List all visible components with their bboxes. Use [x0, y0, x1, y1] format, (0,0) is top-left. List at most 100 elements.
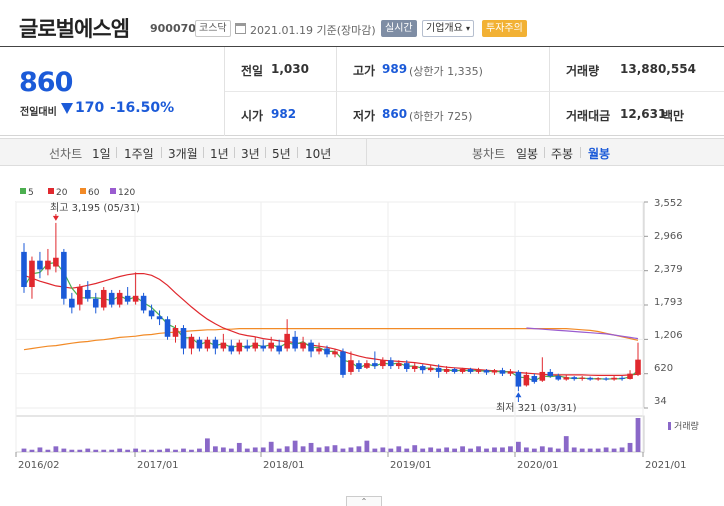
volume-bar: [149, 449, 154, 452]
tab-5y[interactable]: 5년: [272, 147, 291, 161]
ma120-line: [526, 327, 639, 340]
volume-bar: [531, 448, 537, 452]
volume-bar: [579, 448, 585, 452]
candle-body: [595, 378, 601, 380]
candle-body: [627, 373, 633, 379]
volume-bar: [316, 447, 322, 452]
volume-bar: [252, 447, 258, 452]
candle-body: [77, 287, 83, 305]
tab-3m[interactable]: 3개월: [168, 147, 198, 161]
stock-chart[interactable]: 5 20 60 120 최고 3,195 (05/31) 최저 321 (03/…: [0, 166, 724, 506]
candle-body: [324, 348, 330, 355]
volume-bar: [539, 446, 545, 452]
volume-bar: [635, 418, 641, 452]
candle-body: [515, 371, 522, 387]
volume-bar: [452, 448, 457, 452]
volume-bar: [117, 448, 123, 452]
x-tick: 2016/02: [18, 460, 60, 471]
volume-bar: [348, 447, 354, 452]
candle-body: [411, 366, 418, 370]
tab-weekly[interactable]: 주봉: [551, 147, 574, 161]
y-tick: 1,206: [654, 330, 683, 341]
legend-swatch: [80, 188, 86, 194]
volume-swatch: [668, 422, 671, 430]
volume-bar: [37, 447, 43, 452]
tab-1d[interactable]: 1일: [92, 147, 111, 161]
tab-separator: [580, 147, 581, 158]
candle-body: [92, 298, 99, 308]
tab-separator: [203, 147, 204, 158]
candle-body: [220, 342, 227, 349]
company-name: 글로벌에스엠: [19, 17, 130, 41]
tab-daily[interactable]: 일봉: [516, 147, 539, 161]
volume-bar: [125, 449, 131, 452]
legend-label: 60: [88, 188, 100, 198]
tab-1w[interactable]: 1주일: [124, 147, 154, 161]
candle-body: [236, 342, 243, 352]
volume-bar: [555, 448, 561, 452]
candle-body: [523, 374, 530, 386]
candle-body: [308, 342, 314, 352]
price-box: 860 전일대비 170 -16.50%: [0, 47, 225, 136]
volume-bar: [516, 441, 521, 452]
candle-body: [268, 342, 274, 349]
volume-bar: [428, 447, 434, 452]
amount-label: 거래대금: [566, 109, 611, 123]
volume-bar: [165, 448, 170, 452]
x-tick: 2019/01: [390, 460, 432, 471]
candle-body: [124, 295, 131, 302]
company-info-dropdown[interactable]: 기업개요 ▾: [422, 20, 475, 37]
volume-bar: [436, 448, 442, 452]
candle-body: [132, 295, 139, 302]
low-cell: 저가 860 (하한가 725): [337, 91, 550, 135]
tab-monthly[interactable]: 월봉: [588, 147, 611, 161]
volume-bar: [547, 447, 553, 452]
volume-bar: [484, 448, 489, 452]
candle-body: [451, 369, 458, 372]
candle-body: [531, 376, 538, 382]
upper-limit: (상한가 1,335): [409, 65, 483, 78]
candle-body: [108, 292, 115, 305]
volume-bar: [508, 446, 513, 452]
prev-close-label: 전일: [241, 64, 264, 78]
candle-body: [635, 359, 641, 375]
low-annotation: 최저 321 (03/31): [496, 403, 577, 414]
candle-body: [260, 345, 267, 349]
candle-body: [180, 328, 187, 349]
x-tick: 2020/01: [517, 460, 559, 471]
open-cell: 시가 982: [225, 91, 337, 135]
candle-body: [395, 363, 402, 367]
tab-separator: [544, 147, 545, 158]
candle-body: [196, 339, 203, 349]
tab-3y[interactable]: 3년: [241, 147, 260, 161]
volume-bar: [93, 449, 99, 452]
x-tick: 2018/01: [263, 460, 305, 471]
volume-bar: [69, 449, 75, 452]
realtime-button[interactable]: 실시간: [381, 20, 417, 37]
volume-bar: [236, 442, 242, 452]
volume-bar: [603, 447, 609, 452]
stock-code: 900070: [150, 22, 196, 35]
legend-swatch: [110, 188, 116, 194]
candle-body: [252, 342, 259, 349]
volume-bar: [197, 448, 202, 452]
volume-bar: [45, 449, 51, 452]
volume-bar: [340, 448, 346, 452]
legend-ma120: 120: [110, 188, 135, 198]
tab-1y[interactable]: 1년: [210, 147, 229, 161]
tab-separator: [265, 147, 266, 158]
candle-body: [579, 377, 585, 379]
volume-bar: [109, 449, 115, 452]
volume-bar: [332, 445, 338, 452]
volume-bar: [460, 446, 465, 452]
tab-10y[interactable]: 10년: [305, 147, 332, 161]
volume-bar: [619, 447, 625, 452]
change-amount: 170: [75, 100, 105, 116]
candle-body: [116, 292, 123, 305]
y-tick: 2,966: [654, 231, 683, 242]
chart-scroll-handle[interactable]: ⌃: [346, 496, 382, 506]
volume-bar: [268, 441, 274, 452]
tab-separator: [234, 147, 235, 158]
candle-body: [45, 260, 51, 270]
high-value: 989: [382, 62, 408, 76]
